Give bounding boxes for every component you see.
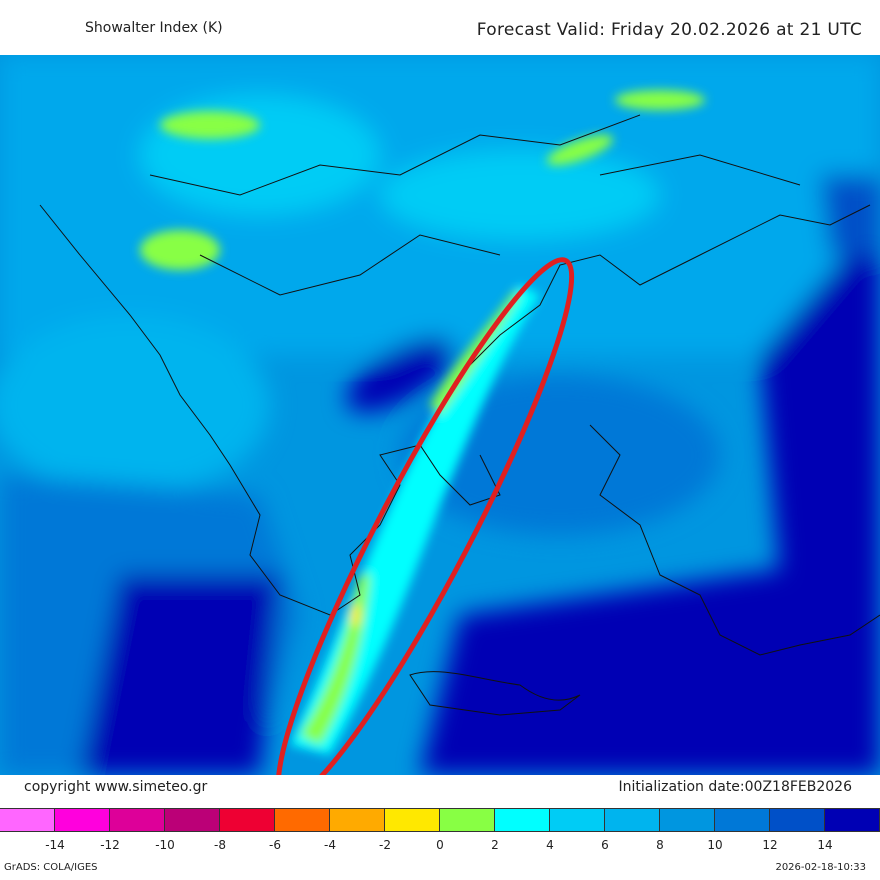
color-bar-label: -6 (269, 838, 281, 852)
color-bar-label: -14 (45, 838, 65, 852)
color-bar-label: 2 (491, 838, 499, 852)
color-bar-swatch (0, 809, 55, 831)
color-bar-label: -8 (214, 838, 226, 852)
generation-timestamp: 2026-02-18-10:33 (775, 862, 866, 873)
color-bar-swatch (605, 809, 660, 831)
color-bar-swatch (770, 809, 825, 831)
color-bar-label: 12 (762, 838, 778, 852)
color-bar-label: -10 (155, 838, 175, 852)
color-bar-label: -4 (324, 838, 336, 852)
color-bar-label: 4 (546, 838, 554, 852)
color-bar-swatch (550, 809, 605, 831)
color-bar-swatch (440, 809, 495, 831)
color-bar-label: -2 (379, 838, 391, 852)
copyright-text: copyright www.simeteo.gr (24, 779, 208, 795)
color-bar-label: 14 (817, 838, 833, 852)
color-bar-label: 10 (707, 838, 723, 852)
highlight-ellipse (275, 257, 575, 775)
color-bar-swatch (495, 809, 550, 831)
color-bar-swatch (55, 809, 110, 831)
forecast-valid-time: Forecast Valid: Friday 20.02.2026 at 21 … (476, 20, 862, 40)
software-credit: GrADS: COLA/IGES (4, 862, 98, 873)
color-bar-swatch (165, 809, 220, 831)
color-bar-swatch (220, 809, 275, 831)
color-bar-swatch (825, 809, 880, 831)
color-bar-label: -12 (100, 838, 120, 852)
color-bar-swatch (715, 809, 770, 831)
color-bar-swatch (385, 809, 440, 831)
initialization-date: Initialization date:00Z18FEB2026 (618, 779, 852, 795)
map-title: Showalter Index (K) (85, 20, 223, 36)
color-bar-label: 0 (436, 838, 444, 852)
index-field (0, 55, 880, 775)
showalter-index-map (0, 55, 880, 775)
color-bar-swatch (110, 809, 165, 831)
color-bar-label: 6 (601, 838, 609, 852)
color-bar (0, 808, 880, 832)
color-bar-swatch (330, 809, 385, 831)
color-bar-swatch (660, 809, 715, 831)
color-bar-label: 8 (656, 838, 664, 852)
color-bar-swatch (275, 809, 330, 831)
